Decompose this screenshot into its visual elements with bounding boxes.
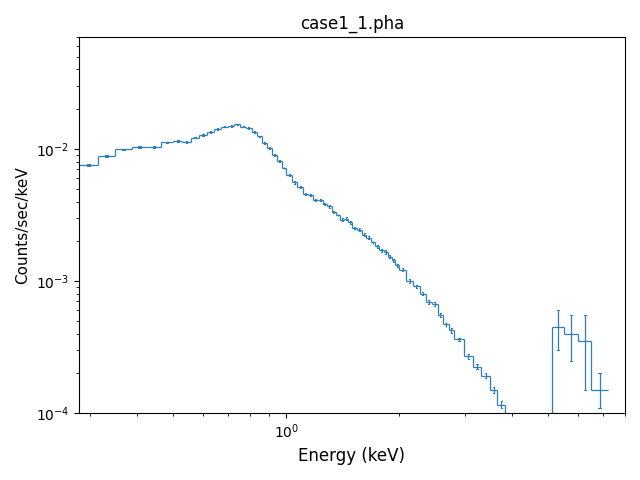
Title: case1_1.pha: case1_1.pha bbox=[300, 15, 404, 33]
Y-axis label: Counts/sec/keV: Counts/sec/keV bbox=[15, 167, 30, 284]
X-axis label: Energy (keV): Energy (keV) bbox=[298, 447, 405, 465]
